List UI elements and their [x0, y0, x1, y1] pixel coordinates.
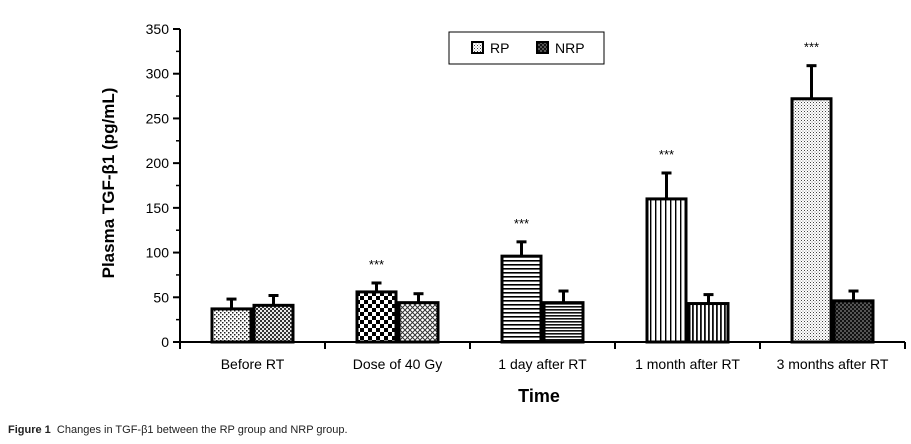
- x-tick-label: Before RT: [221, 356, 285, 372]
- y-tick-label: 150: [146, 200, 170, 216]
- y-axis-title: Plasma TGF-β1 (pg/mL): [99, 88, 118, 279]
- significance-label: ***: [514, 216, 529, 231]
- y-axis: 0 50 100 150 200 250 300 350: [146, 21, 181, 350]
- caption-label: Figure 1: [8, 424, 51, 436]
- error-bars: [226, 64, 859, 309]
- x-tick-label: 1 month after RT: [635, 356, 740, 372]
- legend-label-rp: RP: [490, 40, 509, 56]
- y-tick-label: 50: [153, 289, 169, 305]
- x-tick-label: 1 day after RT: [498, 356, 587, 372]
- bar-rp: [645, 197, 688, 344]
- legend-swatch-rp: [471, 41, 484, 54]
- y-tick-label: 200: [146, 155, 170, 171]
- bar-rp: [500, 254, 543, 344]
- x-tick-label: Dose of 40 Gy: [353, 356, 443, 372]
- bar-nrp: [687, 302, 730, 344]
- caption-text: Changes in TGF-β1 between the RP group a…: [56, 424, 348, 436]
- bar-rp: [210, 307, 253, 344]
- y-tick-label: 100: [146, 245, 170, 261]
- x-tick-label: 3 months after RT: [777, 356, 889, 372]
- bar-nrp: [542, 301, 585, 344]
- bar-nrp: [397, 301, 440, 344]
- significance-label: ***: [659, 147, 674, 162]
- significance-label: ***: [369, 257, 384, 272]
- bar-rp: [790, 97, 833, 344]
- y-tick-label: 0: [161, 334, 169, 350]
- bar-rp: [355, 290, 398, 344]
- x-axis-title: Time: [518, 386, 560, 406]
- y-tick-label: 250: [146, 110, 170, 126]
- legend: RP NRP: [448, 31, 605, 65]
- x-axis: Before RT Dose of 40 Gy 1 day after RT 1 mo…: [179, 341, 906, 372]
- significance-label: ***: [804, 40, 819, 55]
- bars: [210, 97, 875, 344]
- legend-label-nrp: NRP: [555, 40, 585, 56]
- bar-nrp: [252, 303, 295, 344]
- legend-swatch-nrp: [536, 41, 549, 54]
- figure-caption: Figure 1 Changes in TGF-β1 between the R…: [8, 424, 348, 436]
- significance-annotations: *** *** *** ***: [369, 40, 819, 272]
- bar-nrp: [832, 299, 875, 344]
- y-tick-label: 300: [146, 66, 170, 82]
- y-tick-label: 350: [146, 21, 170, 37]
- chart: 0 50 100 150 200 250 300 350 Before RT Dose of 4…: [99, 21, 906, 406]
